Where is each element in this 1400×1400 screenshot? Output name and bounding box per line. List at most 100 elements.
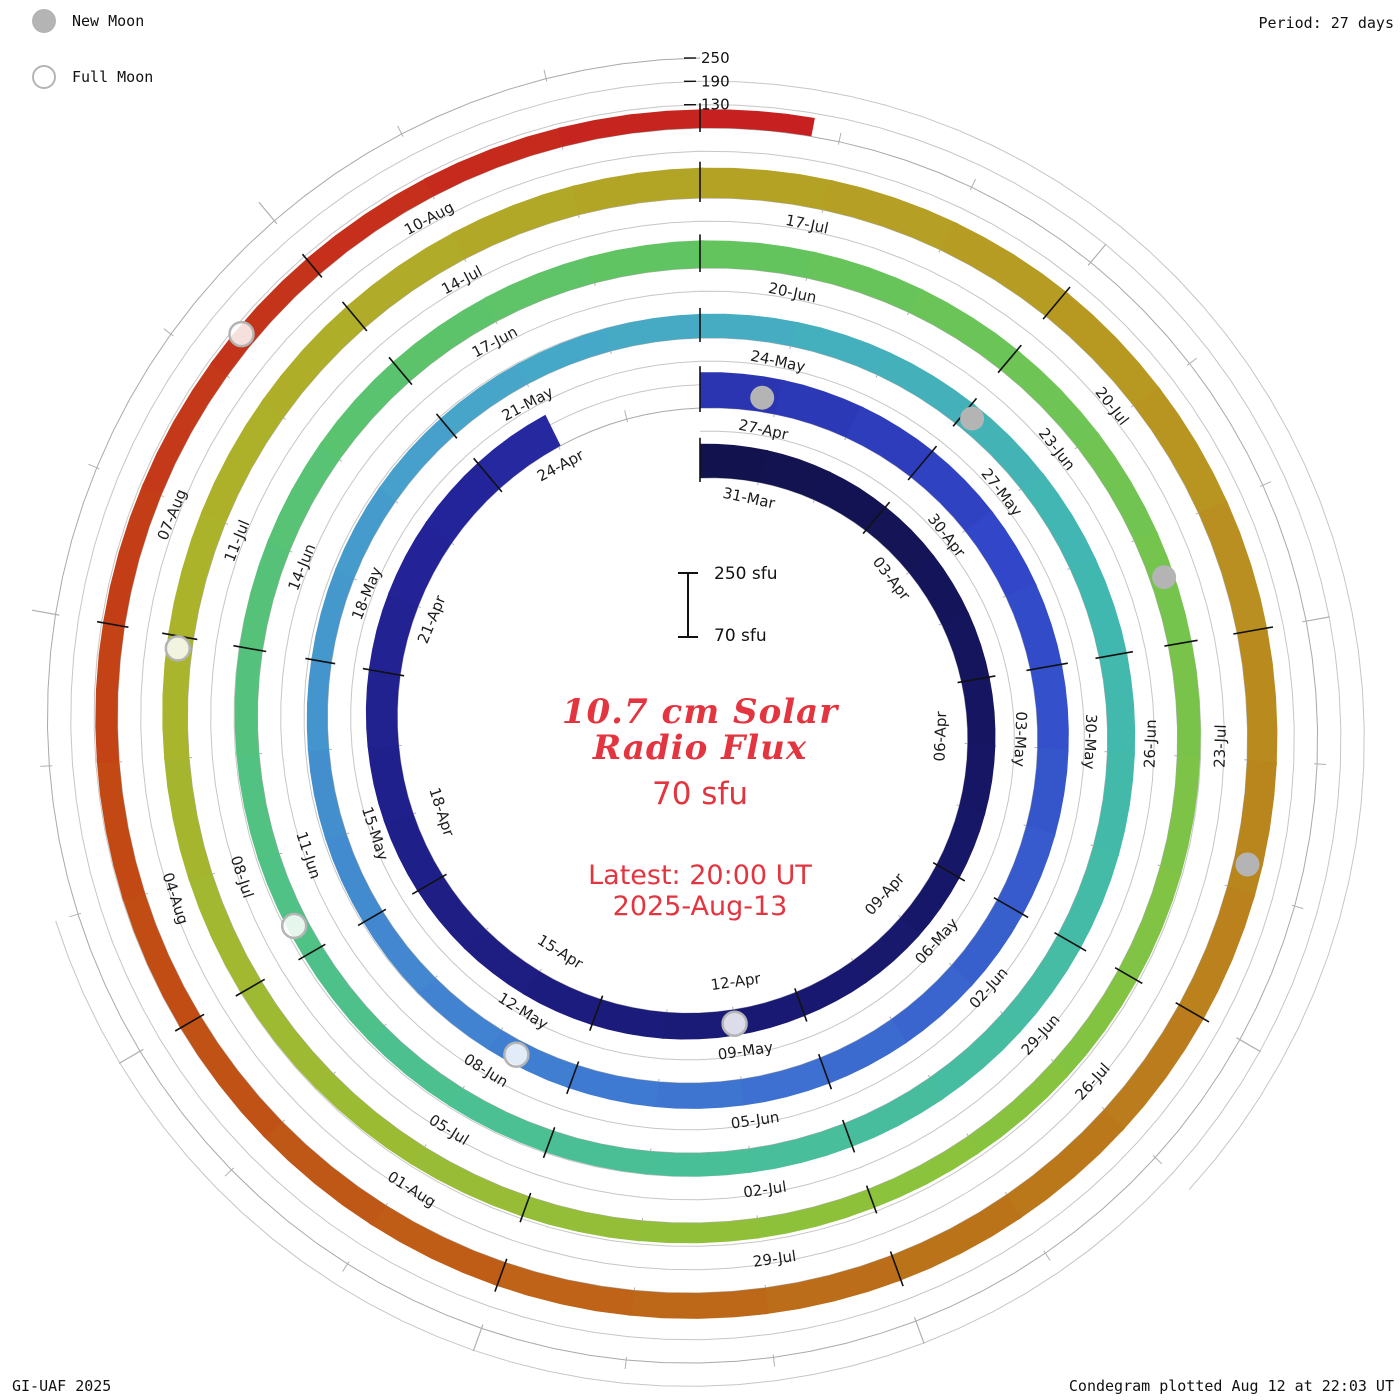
flux-band-segment	[566, 1064, 659, 1108]
day-tick	[40, 765, 53, 767]
full-moon-marker	[503, 1041, 530, 1068]
latest-line1: Latest: 20:00 UT	[588, 860, 812, 891]
date-tick	[932, 862, 966, 882]
flux-band-segment	[588, 240, 704, 283]
flux-band-segment	[1092, 751, 1135, 857]
date-label: 30-May	[1080, 714, 1100, 770]
flux-band-segment	[369, 1203, 506, 1286]
day-tick	[624, 410, 628, 423]
date-tick	[997, 344, 1022, 374]
flux-band-segment	[794, 960, 868, 1017]
radial-axis: 250 190 130	[684, 49, 730, 114]
flux-band-segment	[841, 1077, 944, 1148]
day-tick	[342, 1261, 350, 1272]
date-label: 26-Jun	[1140, 719, 1160, 768]
flux-band-segment	[334, 486, 397, 579]
flux-band-segment	[1159, 755, 1201, 876]
flux-band-segment	[889, 965, 973, 1045]
flux-band-segment	[1056, 845, 1120, 951]
flux-band-segment	[571, 167, 704, 215]
date-tick	[993, 897, 1029, 919]
flux-band-segment	[522, 970, 602, 1025]
full-moon-marker	[280, 912, 308, 940]
date-label: 12-Apr	[710, 969, 763, 994]
flux-band-segment	[261, 304, 368, 418]
flux-band-segment	[416, 874, 487, 950]
date-tick	[435, 413, 458, 439]
period-label: Period: 27 days	[1258, 14, 1394, 32]
date-label: 20-Jun	[767, 279, 818, 307]
flux-band-segment	[1005, 583, 1063, 672]
flux-band-segment	[806, 251, 924, 314]
full-moon-marker	[228, 320, 255, 348]
scale-bar-bottom-label: 70 sfu	[714, 626, 767, 646]
day-tick	[624, 1356, 627, 1369]
future-tick	[1236, 1037, 1261, 1053]
flux-band-segment	[425, 461, 501, 544]
new-moon-marker	[1235, 852, 1260, 877]
date-label: 05-Jun	[730, 1108, 781, 1133]
flux-band-segment	[738, 1057, 830, 1106]
flux-band-segment	[958, 743, 996, 816]
date-tick	[841, 1119, 856, 1153]
legend-full-moon: Full Moon	[32, 65, 153, 89]
date-label: 18-Apr	[425, 785, 458, 839]
scale-bar-line	[687, 572, 689, 638]
flux-band-segment	[700, 167, 834, 211]
date-label: 04-Aug	[159, 870, 193, 926]
flux-band-segment	[700, 313, 800, 347]
flux-band-segment	[935, 805, 986, 880]
flux-band-segment	[950, 899, 1023, 988]
flux-band-segment	[416, 976, 502, 1050]
date-tick	[473, 457, 503, 493]
radial-axis-label: 250	[701, 49, 730, 67]
flux-band-segment	[517, 327, 614, 385]
flux-band-segment	[201, 398, 286, 524]
day-tick	[1152, 1155, 1163, 1165]
date-tick	[542, 1127, 556, 1159]
flux-band-segment	[790, 321, 892, 376]
date-tick	[1233, 626, 1274, 635]
flux-band-segment	[899, 864, 960, 937]
date-label: 08-Jul	[227, 853, 258, 900]
flux-band-segment	[1070, 557, 1128, 661]
latest-timestamp: Latest: 20:00 UT 2025-Aug-13	[588, 860, 812, 922]
date-tick	[862, 501, 891, 535]
day-tick	[224, 1167, 235, 1177]
full-moon-marker	[164, 635, 192, 662]
current-flux-value: 70 sfu	[651, 776, 749, 812]
flux-band-segment	[307, 747, 347, 841]
flux-band-segment	[845, 406, 935, 479]
flux-band-segment	[1133, 386, 1229, 517]
future-tick	[1302, 616, 1330, 623]
date-label: 11-Jun	[292, 829, 324, 881]
legend-new-moon: New Moon	[32, 9, 144, 33]
flux-band-segment	[941, 612, 990, 684]
flux-band-segment	[746, 1123, 853, 1173]
date-tick	[1164, 639, 1198, 647]
date-tick	[362, 667, 405, 677]
date-label: 09-Apr	[861, 869, 908, 919]
flux-band-segment	[451, 185, 582, 259]
date-tick	[865, 1185, 878, 1214]
flux-band-segment	[758, 449, 831, 501]
flux-band-segment	[865, 506, 935, 574]
moon-markers	[164, 320, 1260, 1068]
day-tick	[772, 1354, 776, 1367]
date-tick	[907, 445, 938, 481]
flux-band-segment	[163, 754, 213, 881]
flux-band-segment	[700, 109, 815, 137]
day-tick	[543, 69, 548, 82]
flux-band-segment	[822, 179, 958, 252]
day-tick	[69, 912, 82, 918]
future-tick	[1087, 243, 1107, 266]
scale-bar-top-label: 250 sfu	[714, 564, 778, 584]
day-tick	[397, 125, 404, 137]
flux-band-segment	[1198, 500, 1268, 637]
date-tick	[519, 1192, 532, 1223]
flux-band-segment	[1003, 1109, 1125, 1220]
flux-band-segment	[141, 360, 230, 496]
flux-band-segment	[731, 992, 805, 1036]
date-tick	[494, 1258, 508, 1292]
date-label: 29-Jul	[752, 1247, 798, 1271]
